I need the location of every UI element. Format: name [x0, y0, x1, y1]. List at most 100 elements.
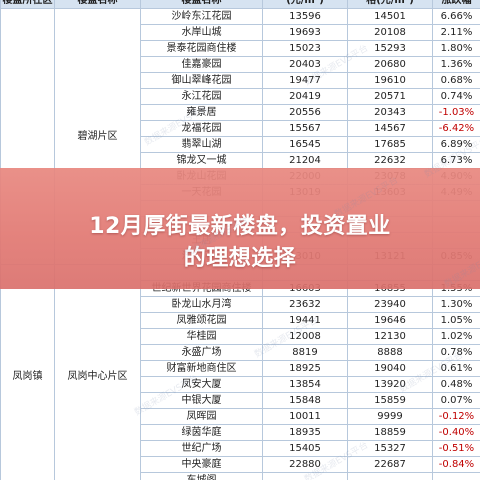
header-cell: (元/m²): [262, 0, 348, 9]
estate-name-cell: 凤安大厦: [140, 376, 263, 393]
price-prev-cell: 15023: [262, 40, 348, 57]
price-curr-cell: 13920: [347, 376, 433, 393]
header-cell: 楼盘所在区: [0, 0, 55, 9]
price-curr-cell: 14501: [347, 8, 433, 25]
change-cell: -1.03%: [432, 104, 480, 121]
change-cell: 1.05%: [432, 312, 480, 329]
estate-name-cell: 绿茵华庭: [140, 424, 263, 441]
price-prev-cell: 15567: [262, 120, 348, 137]
change-cell: 1.36%: [432, 56, 480, 73]
table-row: 东城阁: [1, 472, 480, 480]
change-cell: 1.02%: [432, 328, 480, 345]
price-curr-cell: 15859: [347, 392, 433, 409]
price-prev-cell: 20556: [262, 104, 348, 121]
change-cell: [432, 472, 480, 480]
price-prev-cell: 18935: [262, 424, 348, 441]
change-cell: 0.74%: [432, 88, 480, 105]
estate-name-cell: 永江花园: [140, 88, 263, 105]
estate-name-cell: 凤雅颂花园: [140, 312, 263, 329]
price-prev-cell: 23632: [262, 296, 348, 313]
price-curr-cell: 20108: [347, 24, 433, 41]
price-prev-cell: 18925: [262, 360, 348, 377]
table-row: 雍景居 20556 20343 -1.03%: [1, 104, 480, 121]
estate-name-cell: 翡翠山湖: [140, 136, 263, 153]
table-row: 永盛广场 8819 8888 0.78%: [1, 344, 480, 361]
price-curr-cell: 15327: [347, 440, 433, 457]
change-cell: -0.51%: [432, 440, 480, 457]
price-prev-cell: 13596: [262, 8, 348, 25]
table-row: 世纪广场 15405 15327 -0.51%: [1, 440, 480, 457]
banner-title-line-1: 12月厚街最新楼盘，投资置业: [89, 214, 391, 239]
change-cell: 1.30%: [432, 296, 480, 313]
table-header-row: 楼盘所在区 楼盘名称 楼盘名称 (元/m²) 格(元/m²) 涨跌幅: [0, 0, 480, 9]
price-prev-cell: 15848: [262, 392, 348, 409]
price-curr-cell: 18859: [347, 424, 433, 441]
price-curr-cell: 9999: [347, 408, 433, 425]
price-curr-cell: 22632: [347, 152, 433, 169]
change-cell: 0.68%: [432, 72, 480, 89]
banner-title-line-2: 的理想选择: [183, 246, 297, 271]
estate-name-cell: 锦龙又一城: [140, 152, 263, 169]
change-cell: 0.61%: [432, 360, 480, 377]
table-row: 凤雅颂花园 19441 19646 1.05%: [1, 312, 480, 329]
price-curr-cell: 8888: [347, 344, 433, 361]
price-curr-cell: 12130: [347, 328, 433, 345]
estate-name-cell: 卧龙山水月湾: [140, 296, 263, 313]
price-prev-cell: 20419: [262, 88, 348, 105]
price-prev-cell: 22880: [262, 456, 348, 473]
estate-name-cell: 龙福花园: [140, 120, 263, 137]
price-curr-cell: 23940: [347, 296, 433, 313]
price-curr-cell: 19040: [347, 360, 433, 377]
price-prev-cell: 19693: [262, 24, 348, 41]
price-curr-cell: 22687: [347, 456, 433, 473]
district-cell: 凤岗中心片区: [54, 264, 141, 480]
table-row: 水岸山城 19693 20108 2.11%: [1, 24, 480, 41]
change-cell: 2.11%: [432, 24, 480, 41]
area-cell: 凤岗镇: [0, 264, 55, 480]
estate-name-cell: 中央豪庭: [140, 456, 263, 473]
change-cell: -0.12%: [432, 408, 480, 425]
price-prev-cell: 20403: [262, 56, 348, 73]
estate-name-cell: 水岸山城: [140, 24, 263, 41]
price-curr-cell: 17685: [347, 136, 433, 153]
change-cell: -6.42%: [432, 120, 480, 137]
estate-name-cell: 凤晖园: [140, 408, 263, 425]
price-prev-cell: 16545: [262, 136, 348, 153]
title-banner: [0, 168, 480, 289]
price-prev-cell: 8819: [262, 344, 348, 361]
header-cell: 楼盘名称: [54, 0, 141, 9]
change-cell: 6.73%: [432, 152, 480, 169]
table-row: 碧湖片区 沙岭东江花园 13596 14501 6.66%: [0, 8, 480, 265]
estate-name-cell: 雍景居: [140, 104, 263, 121]
table-row: 龙福花园 15567 14567 -6.42%: [1, 120, 480, 137]
price-prev-cell: [262, 472, 348, 480]
estate-name-cell: 华桂园: [140, 328, 263, 345]
table-row: 景泰花园商住楼 15023 15293 1.80%: [1, 40, 480, 57]
header-cell: 楼盘名称: [140, 0, 263, 9]
estate-name-cell: 永盛广场: [140, 344, 263, 361]
change-cell: 6.89%: [432, 136, 480, 153]
price-curr-cell: [347, 472, 433, 480]
price-curr-cell: 20680: [347, 56, 433, 73]
change-cell: -0.40%: [432, 424, 480, 441]
estate-name-cell: 沙岭东江花园: [140, 8, 263, 25]
price-curr-cell: 20343: [347, 104, 433, 121]
table-row: 永江花园 20419 20571 0.74%: [1, 88, 480, 105]
price-curr-cell: 20571: [347, 88, 433, 105]
price-prev-cell: 15405: [262, 440, 348, 457]
table-row: 凤晖园 10011 9999 -0.12%: [1, 408, 480, 425]
estate-name-cell: 财富新地商住区: [140, 360, 263, 377]
estate-name-cell: 东城阁: [140, 472, 263, 480]
price-curr-cell: 19610: [347, 72, 433, 89]
price-prev-cell: 10011: [262, 408, 348, 425]
price-prev-cell: 19477: [262, 72, 348, 89]
estate-name-cell: 世纪广场: [140, 440, 263, 457]
table-row: 凤安大厦 13854 13920 0.48%: [1, 376, 480, 393]
table-row: 御山翠峰花园 19477 19610 0.68%: [1, 72, 480, 89]
change-cell: 6.66%: [432, 8, 480, 25]
change-cell: 0.07%: [432, 392, 480, 409]
estate-name-cell: 御山翠峰花园: [140, 72, 263, 89]
header-cell: 涨跌幅: [432, 0, 480, 9]
change-cell: 0.48%: [432, 376, 480, 393]
